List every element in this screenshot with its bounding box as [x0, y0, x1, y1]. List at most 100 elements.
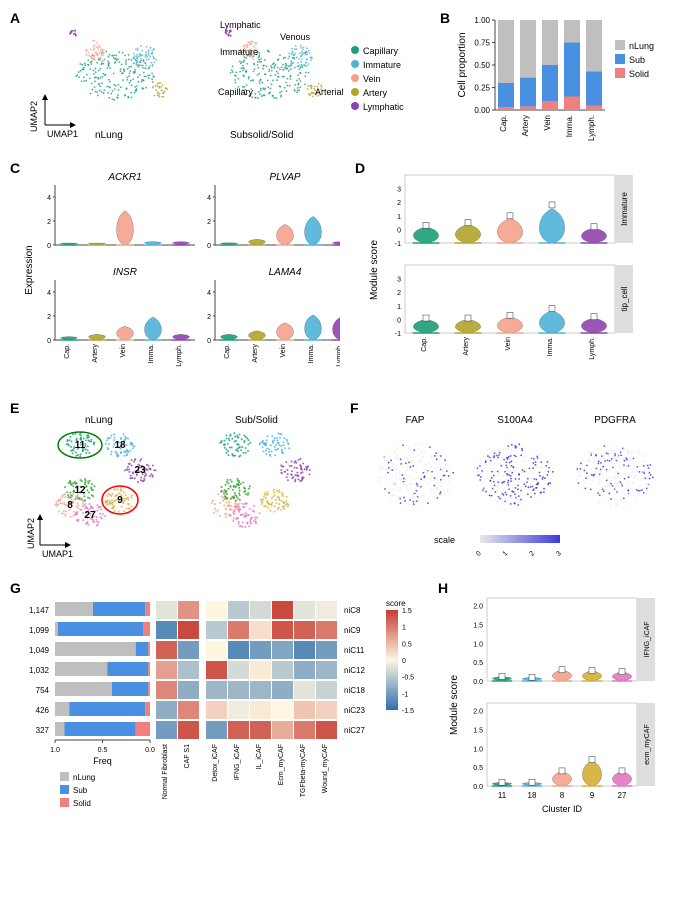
- svg-text:Artery: Artery: [92, 344, 99, 363]
- svg-text:-1: -1: [395, 331, 401, 338]
- svg-text:0: 0: [207, 243, 211, 250]
- svg-text:Vein: Vein: [505, 337, 512, 351]
- svg-text:0.5: 0.5: [402, 641, 412, 648]
- svg-text:1: 1: [502, 550, 510, 558]
- panel-label-a: A: [10, 10, 20, 26]
- svg-text:Imma.: Imma.: [148, 344, 155, 364]
- svg-text:0: 0: [47, 338, 51, 345]
- svg-text:1.0: 1.0: [473, 641, 483, 648]
- svg-text:niC12: niC12: [344, 666, 365, 675]
- svg-text:2: 2: [528, 550, 536, 558]
- svg-text:-1: -1: [395, 241, 401, 248]
- svg-text:PDGFRA: PDGFRA: [594, 415, 636, 426]
- svg-text:Ecm_myCAF: Ecm_myCAF: [278, 744, 285, 785]
- svg-text:nLung: nLung: [85, 415, 113, 426]
- svg-text:0: 0: [402, 658, 406, 665]
- panel-label-g: G: [10, 580, 21, 596]
- svg-text:Immature: Immature: [620, 192, 629, 226]
- svg-text:1.5: 1.5: [473, 727, 483, 734]
- svg-text:0: 0: [207, 338, 211, 345]
- svg-text:Solid: Solid: [629, 69, 649, 79]
- svg-text:27: 27: [84, 510, 96, 521]
- svg-text:0.0: 0.0: [145, 747, 155, 754]
- svg-text:niC9: niC9: [344, 626, 361, 635]
- svg-text:LAMA4: LAMA4: [269, 267, 302, 278]
- svg-text:Capillary: Capillary: [218, 87, 254, 97]
- svg-text:Lymphatic: Lymphatic: [363, 102, 404, 112]
- svg-text:scale: scale: [434, 535, 455, 545]
- svg-text:754: 754: [36, 686, 50, 695]
- svg-text:Solid: Solid: [73, 799, 91, 808]
- svg-text:Normal Fibroblast: Normal Fibroblast: [162, 744, 169, 799]
- svg-text:0.0: 0.0: [473, 679, 483, 686]
- svg-text:FAP: FAP: [406, 415, 425, 426]
- svg-text:2.0: 2.0: [473, 709, 483, 716]
- panel-a-umap: UMAP1UMAP2nLungSubsolid/SolidLymphaticVe…: [20, 10, 440, 140]
- svg-text:12: 12: [74, 485, 86, 496]
- svg-text:nLung: nLung: [629, 41, 654, 51]
- svg-text:Venous: Venous: [280, 32, 311, 42]
- svg-text:11: 11: [75, 440, 86, 451]
- svg-text:23: 23: [134, 465, 146, 476]
- svg-text:S100A4: S100A4: [497, 415, 533, 426]
- svg-text:Lymphatic: Lymphatic: [220, 20, 261, 30]
- svg-text:UMAP2: UMAP2: [29, 101, 39, 132]
- svg-text:Artery: Artery: [252, 344, 259, 363]
- svg-text:UMAP2: UMAP2: [26, 518, 36, 549]
- svg-text:CAF S1: CAF S1: [184, 744, 191, 769]
- svg-text:1,049: 1,049: [29, 646, 50, 655]
- svg-text:2: 2: [47, 314, 51, 321]
- panel-label-f: F: [350, 400, 359, 416]
- svg-text:Lymph.: Lymph.: [587, 115, 596, 141]
- svg-text:4: 4: [207, 290, 211, 297]
- svg-text:0.5: 0.5: [98, 747, 108, 754]
- svg-text:1.00: 1.00: [474, 16, 490, 25]
- panel-h-module: Module scoreIFNG_iCAF0.00.51.01.52.0ecm_…: [445, 590, 682, 840]
- svg-text:18: 18: [528, 791, 537, 800]
- svg-text:tip_cell: tip_cell: [620, 286, 629, 311]
- svg-text:8: 8: [67, 500, 73, 511]
- svg-text:Vein: Vein: [363, 74, 381, 84]
- svg-text:Artery: Artery: [463, 337, 470, 356]
- svg-text:4: 4: [47, 290, 51, 297]
- svg-text:Imma.: Imma.: [547, 337, 554, 357]
- svg-text:Vein: Vein: [543, 115, 552, 131]
- panel-label-b: B: [440, 10, 450, 26]
- svg-text:IFNG_iCAF: IFNG_iCAF: [234, 744, 241, 780]
- svg-text:0.5: 0.5: [473, 660, 483, 667]
- svg-text:UMAP1: UMAP1: [42, 549, 73, 559]
- svg-text:0.00: 0.00: [474, 106, 490, 115]
- svg-text:Expression: Expression: [24, 245, 35, 294]
- svg-text:Cap.: Cap.: [64, 344, 71, 359]
- svg-text:Vein: Vein: [120, 344, 127, 358]
- svg-text:1.5: 1.5: [402, 608, 412, 615]
- svg-text:Sub: Sub: [73, 786, 88, 795]
- svg-text:3: 3: [555, 550, 563, 558]
- svg-text:8: 8: [560, 791, 565, 800]
- svg-text:nLung: nLung: [95, 130, 123, 140]
- svg-text:0.75: 0.75: [474, 39, 490, 48]
- svg-text:Artery: Artery: [363, 88, 388, 98]
- svg-text:Lymph.: Lymph.: [336, 344, 340, 367]
- svg-text:Subsolid/Solid: Subsolid/Solid: [230, 130, 293, 140]
- svg-text:0: 0: [475, 550, 483, 558]
- panel-e-umap: UMAP1UMAP2891112182327nLungSub/Solid: [20, 405, 350, 565]
- svg-text:Cap.: Cap.: [421, 337, 428, 352]
- svg-text:1.0: 1.0: [50, 747, 60, 754]
- svg-text:1.5: 1.5: [473, 622, 483, 629]
- svg-text:1,147: 1,147: [29, 606, 50, 615]
- svg-text:ecm_myCAF: ecm_myCAF: [644, 724, 651, 764]
- svg-text:Vein: Vein: [280, 344, 287, 358]
- svg-text:3: 3: [397, 277, 401, 284]
- svg-text:1: 1: [397, 214, 401, 221]
- svg-text:Sub: Sub: [629, 55, 645, 65]
- svg-text:Immature: Immature: [363, 60, 401, 70]
- svg-text:nLung: nLung: [73, 773, 95, 782]
- svg-text:2: 2: [47, 219, 51, 226]
- svg-text:TGFbeta-myCAF: TGFbeta-myCAF: [300, 744, 307, 797]
- svg-text:2: 2: [207, 219, 211, 226]
- svg-text:INSR: INSR: [113, 267, 137, 278]
- panel-f-feature: FAP S100A4 PDGFRA scale 0 1 2 3: [360, 405, 680, 565]
- svg-text:Detox_iCAF: Detox_iCAF: [212, 744, 219, 782]
- svg-text:9: 9: [117, 495, 123, 506]
